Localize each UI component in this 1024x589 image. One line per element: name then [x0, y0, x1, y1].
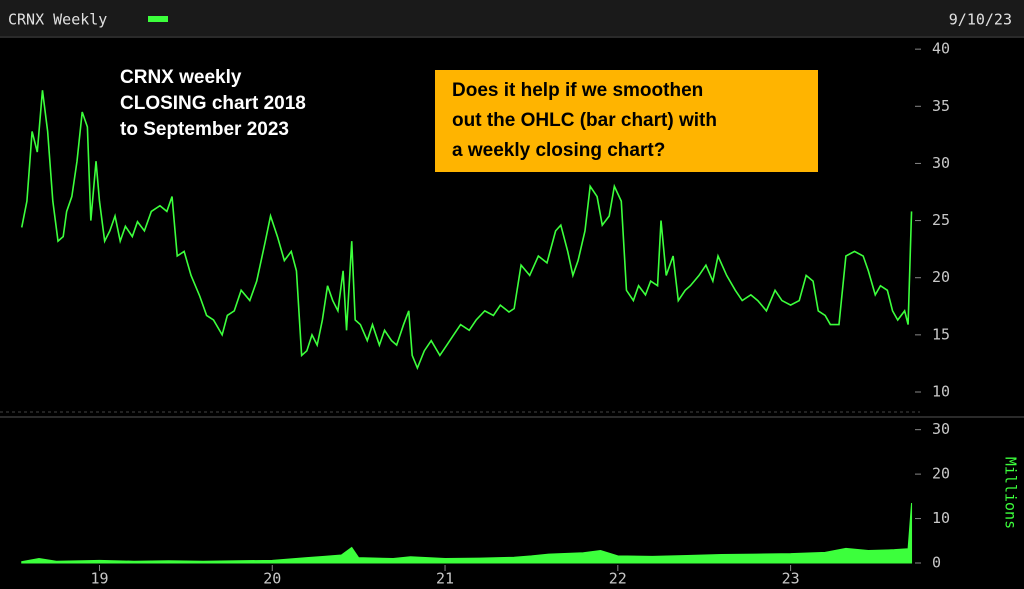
y-tick-label: 35 [932, 97, 950, 115]
annotation: CLOSING chart 2018 [120, 93, 306, 114]
annotation: to September 2023 [120, 119, 289, 140]
x-tick-label: 20 [263, 570, 281, 588]
x-tick-label: 19 [90, 570, 108, 588]
header-title: CRNX Weekly [8, 11, 107, 29]
header-date: 9/10/23 [949, 11, 1012, 29]
annotation: CRNX weekly [120, 67, 242, 88]
annotation: a weekly closing chart? [452, 140, 665, 161]
annotation-box [435, 70, 818, 172]
x-tick-label: 22 [609, 570, 627, 588]
y-tick-label: 30 [932, 420, 950, 438]
annotation: out the OHLC (bar chart) with [452, 110, 717, 131]
y-tick-label: 25 [932, 211, 950, 229]
y-tick-label: 10 [932, 509, 950, 527]
y-tick-label: 10 [932, 383, 950, 401]
y-tick-label: 15 [932, 325, 950, 343]
y-tick-label: 40 [932, 40, 950, 58]
header-bar [0, 0, 1024, 36]
legend-swatch [148, 16, 168, 22]
volume-area [21, 502, 913, 564]
annotation: Does it help if we smoothen [452, 80, 703, 101]
y-tick-label: 20 [932, 465, 950, 483]
y-tick-label: 30 [932, 154, 950, 172]
y-tick-label: 0 [932, 554, 941, 572]
y-tick-label: 20 [932, 268, 950, 286]
y-axis-label: Millions [1002, 457, 1020, 529]
x-tick-label: 23 [782, 570, 800, 588]
price-line [20, 90, 913, 371]
x-tick-label: 21 [436, 570, 454, 588]
